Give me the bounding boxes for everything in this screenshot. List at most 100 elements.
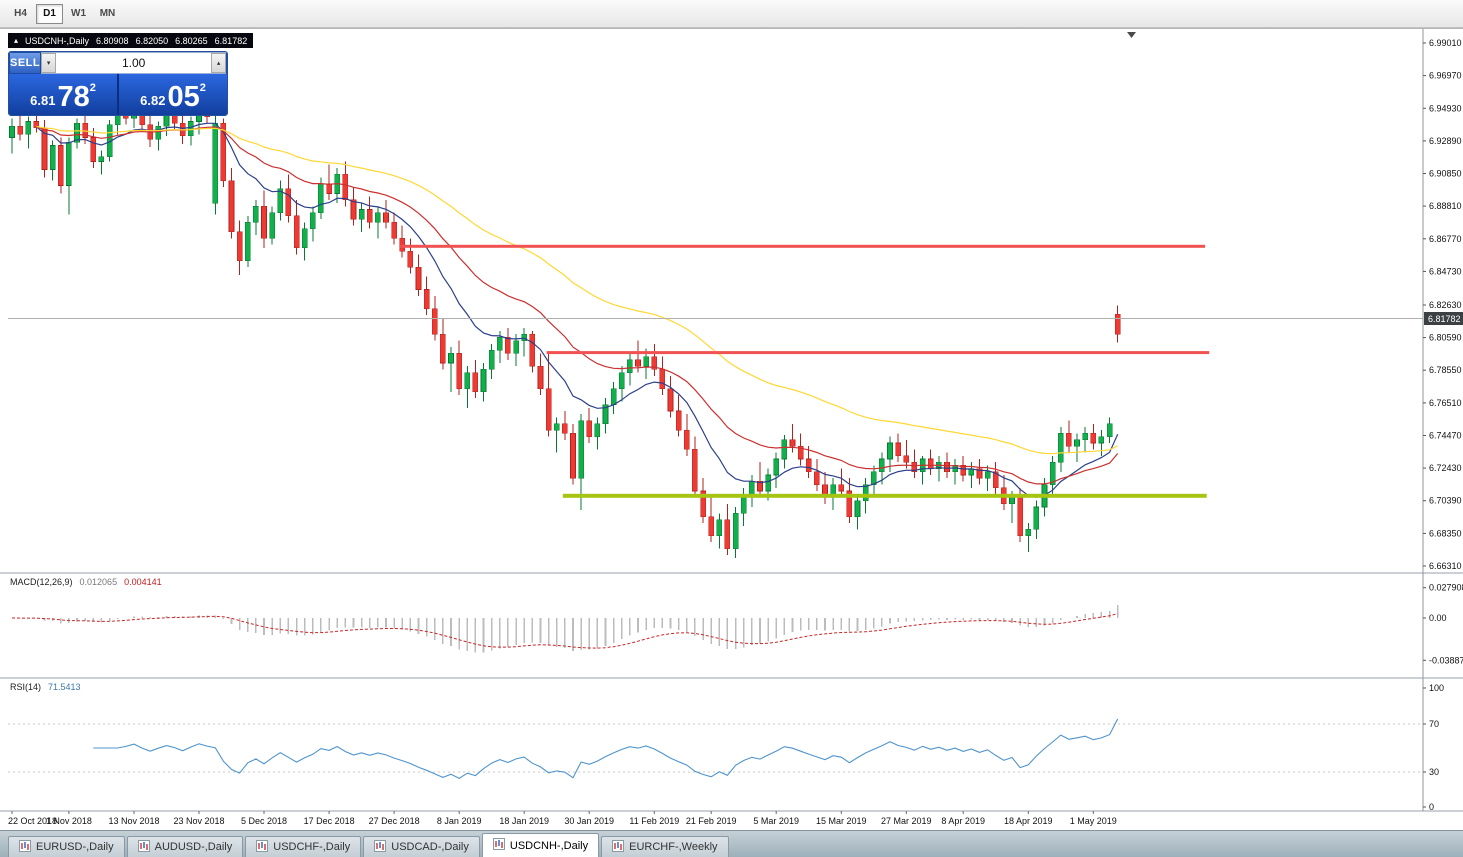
chart-shift-marker-icon[interactable] (1127, 32, 1136, 38)
mini-chart-icon (256, 839, 269, 855)
timeframe-button-H4[interactable]: H4 (7, 4, 34, 24)
svg-text:6.88810: 6.88810 (1429, 201, 1462, 211)
ohlc-close: 6.81782 (214, 35, 248, 46)
macd-name: MACD(12,26,9) (10, 577, 73, 587)
svg-text:22 Oct 2018: 22 Oct 2018 (8, 816, 57, 826)
timeframe-button-MN[interactable]: MN (94, 4, 121, 24)
svg-text:6.84730: 6.84730 (1429, 266, 1462, 276)
rsi-line (93, 718, 1119, 780)
support-line[interactable] (562, 493, 1207, 498)
svg-text:30: 30 (1429, 767, 1439, 777)
svg-text:6.82630: 6.82630 (1429, 300, 1462, 310)
ohlc-low: 6.80265 (175, 35, 208, 46)
mini-chart-icon (492, 838, 505, 853)
svg-text:18 Apr 2019: 18 Apr 2019 (1004, 816, 1053, 826)
symbol-tab-USDCADDaily[interactable]: USDCAD-,Daily (363, 836, 480, 857)
buy-button[interactable]: BUY (226, 52, 227, 74)
timeframe-button-W1[interactable]: W1 (65, 4, 92, 24)
svg-text:30 Jan 2019: 30 Jan 2019 (564, 816, 614, 826)
chart-icon: ▴ (14, 35, 19, 45)
svg-text:5 Dec 2018: 5 Dec 2018 (241, 816, 287, 826)
svg-text:6.90850: 6.90850 (1429, 169, 1462, 179)
ohlc-high: 6.82050 (135, 35, 169, 46)
svg-text:27 Mar 2019: 27 Mar 2019 (881, 816, 932, 826)
svg-text:1 May 2019: 1 May 2019 (1070, 816, 1117, 826)
symbol-tab-bar: EURUSD-,Daily AUDUSD-,Daily USDCHF-,Daily U… (0, 830, 1463, 857)
pane-splitter-macd[interactable] (0, 572, 1463, 575)
mini-chart-icon (612, 839, 625, 855)
resistance-lower-line[interactable] (546, 351, 1210, 355)
symbol-tab-label: EURCHF-,Weekly (629, 841, 718, 853)
time-axis[interactable] (0, 811, 1423, 831)
svg-text:6.74470: 6.74470 (1429, 431, 1462, 441)
volume-increase-button[interactable]: ▴ (211, 53, 227, 73)
trade-prices-row: 6.81 78 2 6.82 05 2 (9, 74, 227, 115)
mini-chart-icon (19, 839, 31, 855)
chart-symbol-title: USDCNH-,Daily (25, 35, 90, 46)
chart-title-strip: ▴ USDCNH-,Daily 6.80908 6.82050 6.80265 … (8, 33, 254, 48)
svg-text:5 Mar 2019: 5 Mar 2019 (753, 816, 799, 826)
symbol-tab-label: EURUSD-,Daily (36, 841, 114, 853)
buy-price-prefix: 6.82 (140, 93, 166, 108)
svg-text:6.80590: 6.80590 (1429, 333, 1462, 343)
current-price-badge-text: 6.81782 (1428, 314, 1461, 324)
svg-text:6.94930: 6.94930 (1429, 103, 1462, 113)
svg-text:0: 0 (1429, 802, 1434, 812)
svg-text:23 Nov 2018: 23 Nov 2018 (173, 816, 224, 826)
price-axis-labels: 6.99010 6.96970 6.94930 6.92890 6.90850 6.888… (1423, 38, 1462, 571)
svg-text:6.96970: 6.96970 (1429, 71, 1462, 81)
timeframe-toolbar: H4 D1 W1 MN (0, 0, 1463, 28)
symbol-tab-AUDUSDDaily[interactable]: AUDUSD-,Daily (126, 836, 244, 857)
symbol-tab-label: USDCHF-,Daily (273, 841, 351, 853)
buy-price-main: 05 (167, 81, 200, 114)
volume-input[interactable] (56, 53, 212, 73)
volume-decrease-button[interactable]: ▾ (41, 53, 57, 73)
svg-text:11 Feb 2019: 11 Feb 2019 (629, 816, 679, 826)
macd-signal-line (11, 613, 1118, 649)
current-price-badge (1424, 312, 1463, 325)
svg-text:6.70390: 6.70390 (1429, 496, 1462, 506)
svg-text:17 Dec 2018: 17 Dec 2018 (304, 816, 355, 826)
price-axis[interactable] (1423, 29, 1463, 811)
chart-canvas[interactable]: 6.99010 6.96970 6.94930 6.92890 6.90850 6.888… (0, 29, 1463, 831)
timeframe-button-D1[interactable]: D1 (36, 3, 63, 24)
mini-chart-icon (137, 839, 150, 855)
one-click-trading-panel: SELL ▾ ▴ BUY 6.81 78 2 6.82 05 2 (8, 51, 228, 116)
buy-price-display[interactable]: 6.82 05 2 (119, 74, 227, 115)
svg-text:0.027908: 0.027908 (1429, 583, 1463, 593)
chart-window[interactable]: 6.99010 6.96970 6.94930 6.92890 6.90850 6.888… (0, 28, 1463, 830)
candlestick-series (9, 97, 1121, 559)
symbol-tab-label: AUDUSD-,Daily (154, 841, 233, 853)
svg-text:13 Nov 2018: 13 Nov 2018 (108, 816, 159, 826)
symbol-tab-label: USDCNH-,Daily (509, 839, 589, 852)
trade-controls-row: SELL ▾ ▴ BUY (9, 52, 227, 74)
symbol-tab-EURUSDDaily[interactable]: EURUSD-,Daily (8, 836, 125, 857)
symbol-tab-USDCHFDaily[interactable]: USDCHF-,Daily (245, 836, 362, 857)
sell-price-prefix: 6.81 (30, 93, 56, 108)
sell-price-pip: 2 (89, 82, 96, 94)
svg-text:6.86770: 6.86770 (1429, 234, 1462, 244)
rsi-value: 71.5413 (48, 682, 81, 692)
svg-text:70: 70 (1429, 719, 1439, 729)
buy-price-pip: 2 (199, 82, 206, 94)
symbol-tab-USDCNHDaily[interactable]: USDCNH-,Daily (481, 833, 600, 857)
macd-indicator-label: MACD(12,26,9) 0.012065 0.004141 (10, 577, 162, 587)
volume-control: ▾ ▴ (41, 52, 227, 74)
sell-price-main: 78 (57, 81, 90, 114)
macd-signal-value: 0.004141 (124, 577, 162, 587)
resistance-upper-line[interactable] (400, 244, 1206, 248)
svg-text:27 Dec 2018: 27 Dec 2018 (369, 816, 420, 826)
macd-main-value: 0.012065 (79, 577, 118, 587)
svg-text:8 Apr 2019: 8 Apr 2019 (941, 816, 985, 826)
svg-text:6.66310: 6.66310 (1429, 561, 1462, 571)
svg-text:6.72430: 6.72430 (1429, 463, 1462, 473)
sell-price-display[interactable]: 6.81 78 2 (9, 74, 117, 115)
ma-mid-red (36, 126, 1119, 485)
symbol-tab-EURCHFWeekly[interactable]: EURCHF-,Weekly (601, 836, 729, 857)
sell-button[interactable]: SELL (9, 52, 42, 74)
mini-chart-icon (374, 839, 387, 855)
pane-splitter-rsi[interactable] (0, 677, 1463, 680)
